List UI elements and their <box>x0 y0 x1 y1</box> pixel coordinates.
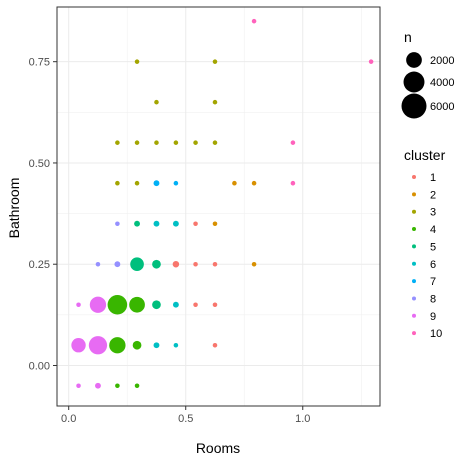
data-point-36 <box>107 294 128 315</box>
data-point-13 <box>212 140 218 145</box>
data-point-34 <box>76 302 81 308</box>
size-legend-title: n <box>404 29 412 45</box>
color-legend-key-2 <box>412 192 416 197</box>
data-point-2 <box>290 140 296 145</box>
size-legend-key-0 <box>406 52 422 68</box>
color-legend: cluster 1 2 3 4 5 6 7 8 9 10 <box>404 147 446 340</box>
x-tick-label-1: 0.5 <box>178 413 193 425</box>
data-point-25 <box>212 221 218 226</box>
data-point-38 <box>152 300 161 310</box>
data-point-27 <box>114 261 121 268</box>
data-point-32 <box>212 261 218 267</box>
data-point-29 <box>152 259 161 269</box>
data-point-30 <box>172 260 180 268</box>
data-point-40 <box>193 302 198 308</box>
color-legend-key-7 <box>412 279 416 284</box>
data-point-26 <box>95 261 101 267</box>
y-tick-label-2: 0.50 <box>29 158 50 170</box>
data-point-48 <box>212 342 218 348</box>
axes: 0.0 0.5 1.0 0.00 0.25 0.50 0.75 <box>29 57 311 425</box>
data-point-10 <box>154 140 159 145</box>
color-legend-label-1: 1 <box>430 172 436 184</box>
x-tick-label-2: 1.0 <box>295 413 310 425</box>
color-legend-key-10 <box>412 331 416 336</box>
size-legend-label-2: 6000 <box>430 101 454 113</box>
color-legend-key-8 <box>412 296 416 301</box>
data-point-9 <box>134 140 140 145</box>
color-legend-label-4: 4 <box>430 224 436 236</box>
data-point-39 <box>172 301 179 308</box>
data-point-24 <box>193 221 198 226</box>
data-point-12 <box>193 140 198 145</box>
size-legend: n 2000 4000 6000 <box>401 29 454 119</box>
data-point-22 <box>153 220 160 227</box>
data-point-4 <box>134 59 140 64</box>
x-axis-title: Rooms <box>196 440 240 456</box>
data-point-37 <box>129 296 145 313</box>
color-legend-key-4 <box>412 227 416 232</box>
grid-lines <box>57 7 380 406</box>
data-point-16 <box>153 180 160 187</box>
y-tick-label-0: 0.00 <box>29 360 50 372</box>
data-point-42 <box>71 338 86 353</box>
data-point-51 <box>115 383 120 389</box>
data-point-5 <box>212 59 218 64</box>
data-point-8 <box>115 140 120 145</box>
color-legend-label-8: 8 <box>430 293 436 305</box>
color-legend-title: cluster <box>404 147 446 163</box>
color-legend-label-3: 3 <box>430 207 436 219</box>
data-point-41 <box>212 302 218 308</box>
y-tick-label-3: 0.75 <box>29 57 50 69</box>
size-legend-key-1 <box>403 71 425 93</box>
data-point-7 <box>212 99 218 105</box>
data-point-50 <box>95 382 101 389</box>
data-points <box>71 18 374 389</box>
data-point-15 <box>134 180 140 186</box>
data-point-20 <box>115 221 120 226</box>
data-point-33 <box>251 261 257 267</box>
data-point-0 <box>251 18 257 24</box>
data-point-44 <box>109 337 126 354</box>
size-legend-label-0: 2000 <box>430 55 454 67</box>
panel-border <box>56 6 381 407</box>
size-legend-label-1: 4000 <box>430 77 454 89</box>
color-legend-label-2: 2 <box>430 189 436 201</box>
data-point-28 <box>130 257 144 272</box>
data-point-18 <box>232 180 237 186</box>
color-legend-label-5: 5 <box>430 241 436 253</box>
data-point-21 <box>134 220 140 227</box>
data-point-47 <box>173 342 179 348</box>
data-point-45 <box>132 340 142 350</box>
size-legend-key-2 <box>401 93 427 119</box>
data-point-11 <box>173 140 179 145</box>
data-point-17 <box>173 180 179 186</box>
x-tick-label-0: 0.0 <box>61 413 76 425</box>
data-point-1 <box>368 59 374 64</box>
color-legend-label-10: 10 <box>430 328 442 340</box>
data-point-35 <box>89 296 107 313</box>
color-legend-key-9 <box>412 313 416 318</box>
color-legend-label-6: 6 <box>430 259 436 271</box>
data-point-23 <box>172 220 179 227</box>
color-legend-label-7: 7 <box>430 276 436 288</box>
data-point-52 <box>134 383 140 389</box>
color-legend-key-1 <box>412 175 416 179</box>
data-point-46 <box>153 342 160 349</box>
data-point-3 <box>290 180 296 186</box>
color-legend-key-6 <box>412 261 416 266</box>
y-tick-label-1: 0.25 <box>29 259 50 271</box>
data-point-49 <box>76 383 81 389</box>
data-point-31 <box>193 261 198 267</box>
color-legend-key-5 <box>412 244 416 249</box>
data-point-19 <box>251 180 257 186</box>
data-point-43 <box>88 336 108 355</box>
color-legend-key-3 <box>412 209 416 214</box>
y-axis-title: Bathroom <box>6 178 22 239</box>
color-legend-label-9: 9 <box>430 311 436 323</box>
data-point-14 <box>115 180 120 186</box>
data-point-6 <box>154 99 159 105</box>
